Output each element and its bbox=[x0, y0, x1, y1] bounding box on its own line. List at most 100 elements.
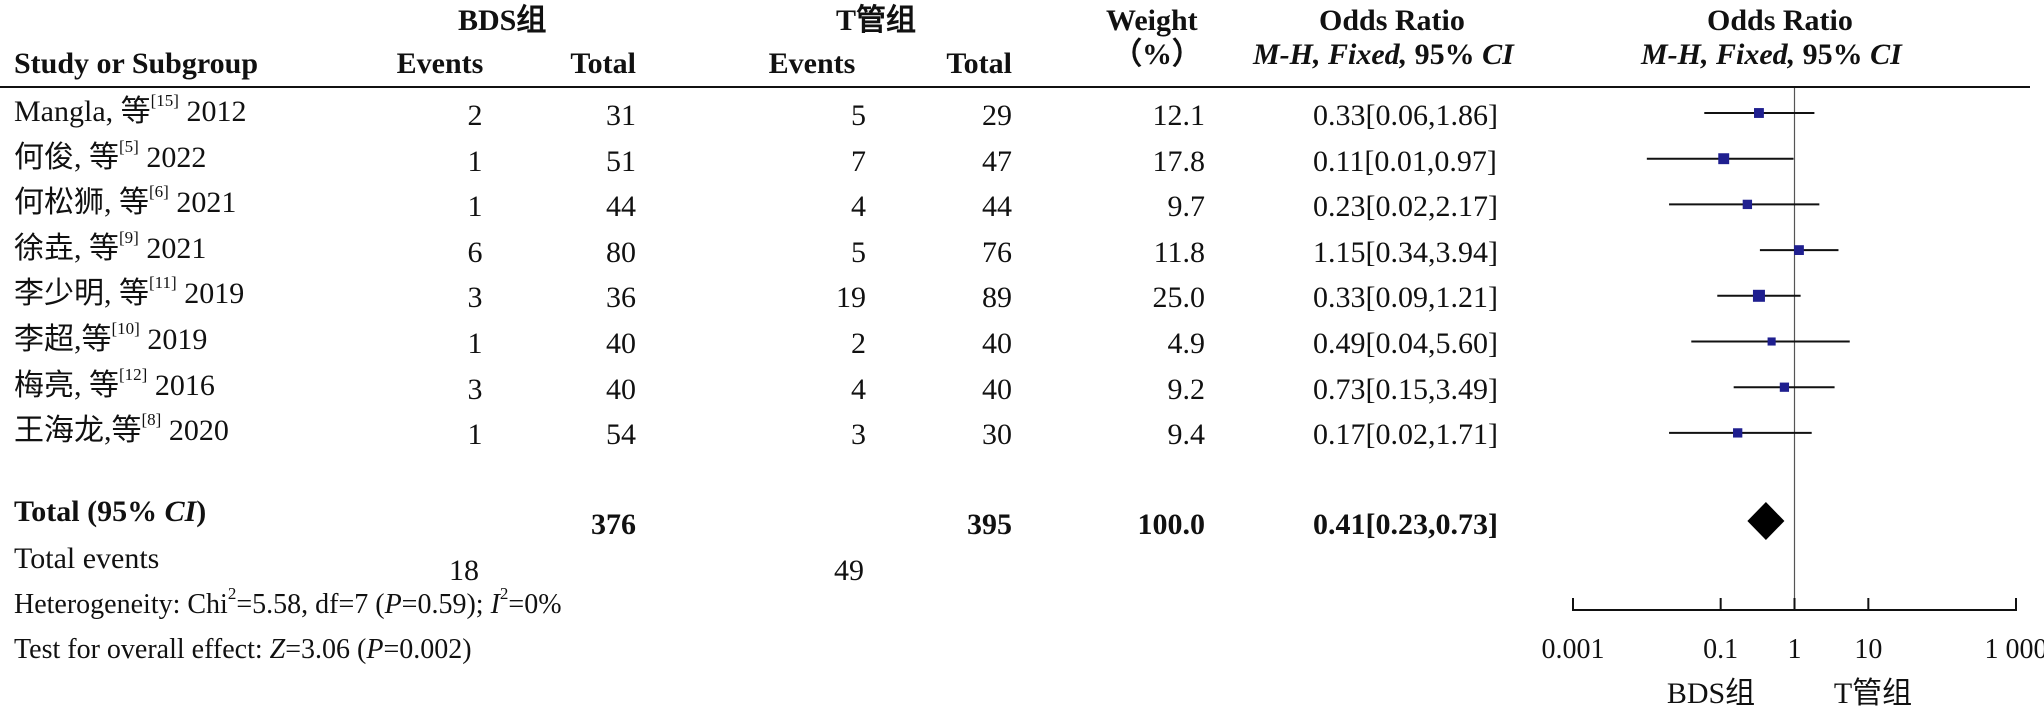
total-t: 30 bbox=[982, 418, 1012, 452]
header-or-title: Odds Ratio bbox=[1319, 4, 1465, 37]
x-tick-label: 1 bbox=[1788, 634, 1802, 665]
total-label-a: Total (95% bbox=[14, 495, 165, 528]
header-or-method-a: M-H, Fixed, bbox=[1253, 38, 1408, 71]
header-plot-method-a: M-H, Fixed, bbox=[1641, 38, 1796, 71]
odds-ratio-ci: 0.17[0.02,1.71] bbox=[1313, 418, 1498, 452]
total-t: 40 bbox=[982, 372, 1012, 406]
events-t: 5 bbox=[851, 99, 866, 132]
study-ref: [9] bbox=[119, 227, 139, 247]
events-bds: 2 bbox=[467, 99, 483, 132]
test-b: =3.06 ( bbox=[285, 634, 367, 665]
total-bds: 36 bbox=[606, 281, 636, 315]
weight: 11.8 bbox=[1153, 235, 1205, 269]
header-plot-method: M-H, Fixed, 95% CI bbox=[1641, 40, 1902, 70]
total-t: 29 bbox=[982, 99, 1012, 132]
study-year: 2012 bbox=[178, 95, 247, 128]
events-t: 4 bbox=[851, 372, 866, 406]
study-marker bbox=[1767, 337, 1776, 346]
events-t: 7 bbox=[851, 144, 866, 178]
study-name: Mangla, 等[15] 2012 bbox=[14, 92, 247, 128]
test-p: P bbox=[366, 634, 384, 665]
study-ref: [6] bbox=[149, 182, 169, 202]
header-or-method-c: CI bbox=[1482, 38, 1514, 71]
total-n-t: 395 bbox=[967, 508, 1012, 541]
total-bds: 44 bbox=[606, 190, 636, 224]
x-tick-label: 10 bbox=[1854, 634, 1882, 665]
weight: 25.0 bbox=[1152, 281, 1206, 315]
total-label: Total (95% CI) bbox=[14, 497, 206, 527]
header-events-bds: Events bbox=[396, 47, 484, 80]
weight: 9.4 bbox=[1167, 418, 1206, 452]
total-events-label: Total events bbox=[14, 542, 160, 575]
header-group-bds: BDS组 bbox=[458, 4, 547, 37]
odds-ratio-ci: 0.33[0.09,1.21] bbox=[1313, 281, 1498, 315]
total-weight: 100.0 bbox=[1137, 508, 1206, 541]
study-marker bbox=[1779, 382, 1790, 392]
study-year: 2021 bbox=[168, 186, 237, 220]
study-year: 2020 bbox=[161, 414, 229, 448]
heterogeneity-stat: Heterogeneity: Chi2=5.58, df=7 (P=0.59);… bbox=[14, 585, 562, 620]
header-weight: Weight bbox=[1106, 4, 1198, 37]
events-bds: 1 bbox=[467, 327, 483, 360]
header-plot-title: Odds Ratio bbox=[1707, 4, 1853, 37]
study-ref: [15] bbox=[150, 91, 179, 110]
total-t: 40 bbox=[982, 327, 1012, 360]
test-c: =0.002) bbox=[383, 634, 472, 665]
pooled-diamond bbox=[1747, 502, 1785, 540]
total-t: 47 bbox=[982, 144, 1012, 178]
events-t: 2 bbox=[851, 327, 866, 360]
total-events-bds: 18 bbox=[449, 554, 479, 587]
total-bds: 40 bbox=[606, 372, 636, 406]
events-bds: 6 bbox=[467, 235, 483, 269]
odds-ratio-ci: 0.23[0.02,2.17] bbox=[1313, 190, 1498, 224]
favours-left-label: BDS组 bbox=[1667, 677, 1755, 710]
total-bds: 51 bbox=[606, 144, 636, 178]
het-i: I bbox=[490, 589, 500, 620]
total-bds: 80 bbox=[606, 235, 636, 269]
total-t: 44 bbox=[982, 190, 1012, 224]
test-z: Z bbox=[269, 634, 286, 665]
header-plot-method-c: CI bbox=[1870, 38, 1902, 71]
total-n-bds: 376 bbox=[591, 508, 636, 541]
study-name: 何俊, 等[5] 2022 bbox=[14, 138, 206, 173]
odds-ratio-ci: 0.11[0.01,0.97] bbox=[1313, 144, 1497, 178]
het-d: =0% bbox=[508, 589, 562, 620]
study-author: 何松狮, 等 bbox=[14, 186, 149, 220]
overall-effect-stat: Test for overall effect: Z=3.06 (P=0.002… bbox=[14, 636, 472, 664]
header-study-column: Study or Subgroup bbox=[14, 47, 259, 80]
total-label-b: CI bbox=[164, 495, 197, 528]
events-t: 4 bbox=[851, 190, 866, 224]
study-marker bbox=[1718, 153, 1730, 165]
total-ci: 0.41[0.23,0.73] bbox=[1313, 508, 1498, 541]
events-bds: 1 bbox=[467, 418, 483, 452]
study-author: 李少明, 等 bbox=[14, 277, 149, 311]
odds-ratio-ci: 0.73[0.15,3.49] bbox=[1313, 372, 1498, 406]
het-p: P bbox=[384, 589, 402, 620]
weight: 17.8 bbox=[1152, 144, 1206, 178]
study-year: 2016 bbox=[147, 368, 215, 402]
study-name: 王海龙,等[8] 2020 bbox=[14, 411, 229, 448]
study-name: 李超,等[10] 2019 bbox=[14, 320, 207, 356]
study-marker bbox=[1742, 199, 1753, 210]
study-ref: [5] bbox=[119, 136, 139, 156]
study-author: 梅亮, 等 bbox=[14, 368, 119, 402]
study-author: 王海龙,等 bbox=[14, 414, 142, 448]
study-author: 李超,等 bbox=[14, 323, 112, 356]
study-name: 梅亮, 等[12] 2016 bbox=[14, 366, 215, 402]
x-tick-label: 0.001 bbox=[1542, 634, 1605, 665]
weight: 9.2 bbox=[1167, 372, 1206, 406]
header-rule bbox=[0, 86, 2030, 88]
total-bds: 54 bbox=[606, 418, 636, 452]
study-year: 2021 bbox=[138, 231, 207, 265]
events-t: 5 bbox=[851, 235, 866, 269]
study-ref: [12] bbox=[119, 364, 148, 384]
het-b: =5.58, df=7 ( bbox=[236, 589, 385, 620]
header-events-t: Events bbox=[768, 47, 856, 80]
study-name: 何松狮, 等[6] 2021 bbox=[14, 183, 237, 220]
odds-ratio-ci: 0.33[0.06,1.86] bbox=[1313, 99, 1498, 132]
study-year: 2019 bbox=[176, 277, 245, 311]
study-marker bbox=[1752, 289, 1765, 302]
total-events-t: 49 bbox=[834, 554, 864, 587]
odds-ratio-ci: 0.49[0.04,5.60] bbox=[1313, 327, 1498, 360]
het-sup: 2 bbox=[227, 583, 237, 603]
